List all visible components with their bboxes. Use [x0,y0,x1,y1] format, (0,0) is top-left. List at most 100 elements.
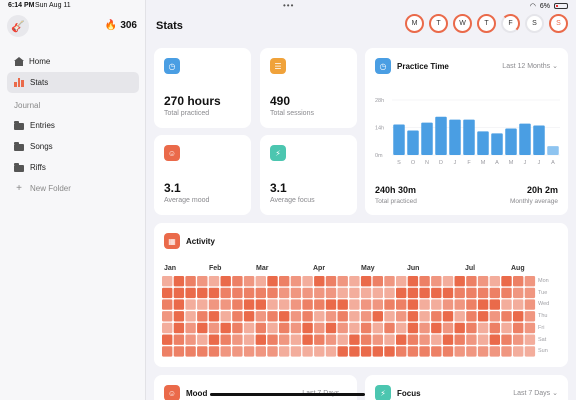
streak-counter[interactable]: 🔥 306 [105,20,137,31]
weekday-circle[interactable]: M [405,14,424,33]
heatmap-cell[interactable] [524,334,536,345]
heatmap-cell[interactable] [267,346,278,357]
heatmap-cell[interactable] [407,287,419,299]
heatmap-cell[interactable] [384,346,395,357]
heatmap-cell[interactable] [267,287,278,299]
heatmap-cell[interactable] [290,299,302,310]
chart-bar[interactable] [533,125,545,155]
heatmap-cell[interactable] [243,311,255,322]
heatmap-cell[interactable] [384,322,395,334]
heatmap-cell[interactable] [197,346,208,357]
heatmap-cell[interactable] [431,322,442,334]
heatmap-cell[interactable] [477,299,489,310]
heatmap-cell[interactable] [173,322,185,334]
heatmap-cell[interactable] [314,287,325,299]
heatmap-cell[interactable] [372,287,383,299]
heatmap-cell[interactable] [302,287,313,299]
heatmap-cell[interactable] [173,299,185,310]
heatmap-cell[interactable] [220,276,231,287]
heatmap-cell[interactable] [208,334,220,345]
heatmap-cell[interactable] [524,287,536,299]
heatmap-cell[interactable] [524,299,536,310]
heatmap-cell[interactable] [442,276,454,287]
heatmap-cell[interactable] [325,311,337,322]
heatmap-cell[interactable] [396,346,407,357]
heatmap-cell[interactable] [431,276,442,287]
heatmap-cell[interactable] [232,346,243,357]
heatmap-cell[interactable] [267,299,278,310]
heatmap-cell[interactable] [255,276,266,287]
heatmap-cell[interactable] [477,322,489,334]
heatmap-cell[interactable] [337,322,348,334]
heatmap-cell[interactable] [407,346,419,357]
heatmap-cell[interactable] [489,322,500,334]
heatmap-cell[interactable] [396,322,407,334]
heatmap-cell[interactable] [232,322,243,334]
heatmap-cell[interactable] [185,287,196,299]
heatmap-cell[interactable] [325,334,337,345]
heatmap-cell[interactable] [162,287,173,299]
heatmap-cell[interactable] [501,322,512,334]
heatmap-cell[interactable] [349,299,360,310]
heatmap-cell[interactable] [185,311,196,322]
heatmap-cell[interactable] [173,334,185,345]
heatmap-cell[interactable] [513,346,524,357]
chart-bar[interactable] [435,116,447,155]
weekday-circle[interactable]: T [477,14,496,33]
heatmap-cell[interactable] [360,287,372,299]
heatmap-cell[interactable] [162,322,173,334]
heatmap-cell[interactable] [267,276,278,287]
heatmap-cell[interactable] [279,276,290,287]
heatmap-cell[interactable] [185,299,196,310]
heatmap-cell[interactable] [337,287,348,299]
heatmap-cell[interactable] [267,334,278,345]
guitar-icon[interactable]: 🎸 [7,15,29,37]
heatmap-cell[interactable] [407,311,419,322]
heatmap-cell[interactable] [407,276,419,287]
sidebar-item-songs[interactable]: Songs [7,136,139,157]
heatmap-cell[interactable] [360,334,372,345]
heatmap-cell[interactable] [513,311,524,322]
chart-bar[interactable] [491,133,503,155]
heatmap-cell[interactable] [477,346,489,357]
focus-range-dropdown[interactable]: Last 7 Days ⌄ [513,389,558,397]
heatmap-cell[interactable] [442,287,454,299]
heatmap-cell[interactable] [302,346,313,357]
heatmap-cell[interactable] [384,299,395,310]
stat-card-hours[interactable]: ◷ 270 hours Total practiced [154,48,251,128]
heatmap-cell[interactable] [302,299,313,310]
heatmap-cell[interactable] [466,334,477,345]
multitasking-dots[interactable]: ••• [283,1,295,10]
heatmap-cell[interactable] [302,322,313,334]
heatmap-cell[interactable] [384,311,395,322]
heatmap-cell[interactable] [337,276,348,287]
heatmap-cell[interactable] [337,346,348,357]
heatmap-cell[interactable] [419,287,430,299]
heatmap-cell[interactable] [349,334,360,345]
sidebar-item-riffs[interactable]: Riffs [7,157,139,178]
heatmap-cell[interactable] [302,276,313,287]
chart-bar[interactable] [449,119,461,155]
heatmap-cell[interactable] [466,346,477,357]
heatmap-cell[interactable] [325,276,337,287]
heatmap-cell[interactable] [314,346,325,357]
weekday-circle[interactable]: S [525,14,544,33]
heatmap-cell[interactable] [314,311,325,322]
heatmap-cell[interactable] [220,334,231,345]
heatmap-cell[interactable] [419,346,430,357]
heatmap-cell[interactable] [419,299,430,310]
heatmap-cell[interactable] [197,311,208,322]
heatmap-cell[interactable] [208,276,220,287]
heatmap-cell[interactable] [349,276,360,287]
heatmap-cell[interactable] [360,299,372,310]
heatmap-cell[interactable] [208,311,220,322]
heatmap-cell[interactable] [396,334,407,345]
heatmap-cell[interactable] [197,299,208,310]
heatmap-cell[interactable] [337,299,348,310]
heatmap-cell[interactable] [454,287,465,299]
heatmap-cell[interactable] [431,287,442,299]
chart-bar[interactable] [463,119,475,155]
heatmap-cell[interactable] [255,322,266,334]
stat-card-sessions[interactable]: ☰ 490 Total sessions [260,48,357,128]
heatmap-cell[interactable] [220,322,231,334]
